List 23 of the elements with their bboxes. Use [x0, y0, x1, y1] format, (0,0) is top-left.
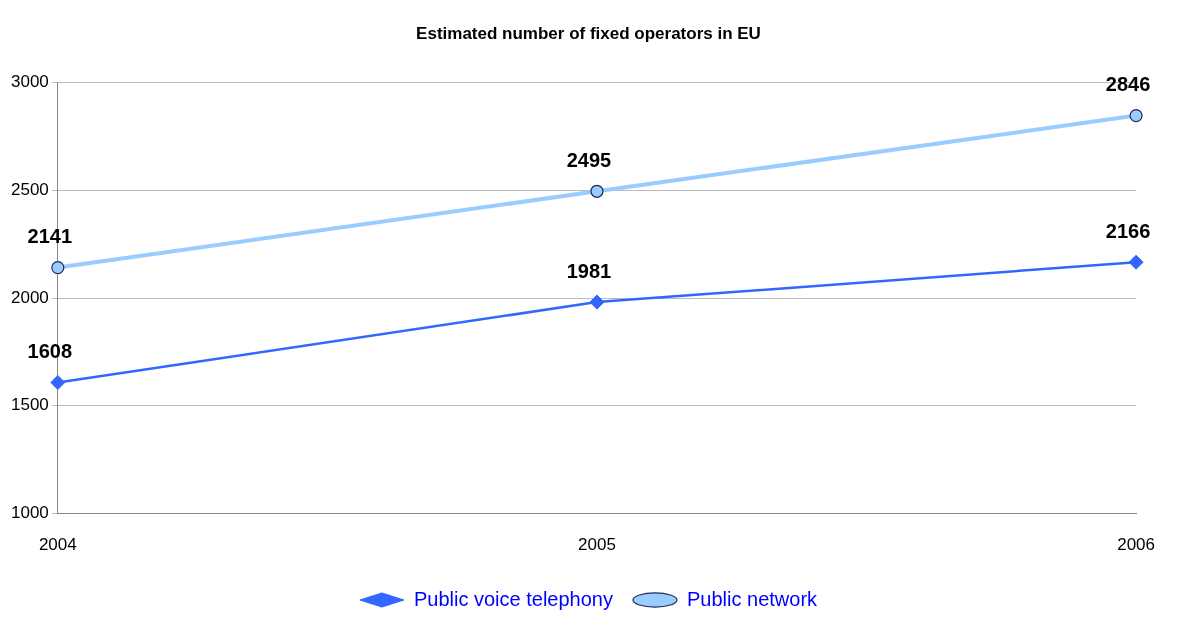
chart-title: Estimated number of fixed operators in EU	[416, 23, 761, 43]
point	[590, 184, 604, 198]
y-tick-label: 1000	[10, 503, 49, 523]
point	[589, 294, 605, 310]
y-tick-label: 2000	[10, 287, 49, 307]
x-tick-label: 2004	[38, 535, 77, 555]
point	[50, 375, 66, 391]
point	[1128, 254, 1144, 270]
data-label: 2846	[1105, 73, 1151, 96]
data-label: 1981	[566, 259, 612, 282]
point	[51, 261, 65, 275]
legend-label: Public voice telephony	[413, 587, 613, 610]
data-label: 1608	[27, 340, 73, 363]
legend-label: Public network	[686, 587, 819, 610]
data-label: 2495	[566, 148, 612, 171]
x-tick-label: 2006	[1117, 535, 1155, 555]
y-tick-label: 1500	[10, 395, 49, 415]
x-tick-label: 2005	[578, 535, 616, 555]
point	[1129, 109, 1143, 123]
y-tick-label: 2500	[10, 179, 49, 199]
data-label: 2166	[1105, 219, 1151, 242]
y-tick-label: 3000	[10, 72, 49, 92]
data-label: 2141	[27, 225, 73, 248]
